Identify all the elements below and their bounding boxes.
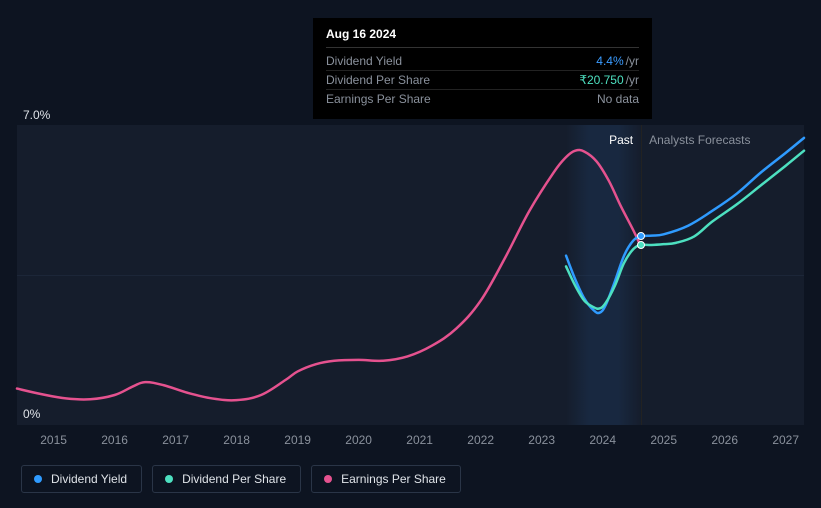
x-axis-tick: 2025 — [650, 433, 677, 447]
legend-label: Earnings Per Share — [341, 472, 446, 486]
tooltip-value: No data — [597, 92, 639, 106]
x-axis-tick: 2027 — [772, 433, 799, 447]
legend-item-earnings-per-share[interactable]: Earnings Per Share — [311, 465, 461, 493]
tooltip-date: Aug 16 2024 — [326, 27, 639, 48]
x-axis-tick: 2026 — [711, 433, 738, 447]
tooltip-label: Earnings Per Share — [326, 92, 597, 106]
tooltip-row: Dividend Per Share ₹20.750 /yr — [326, 71, 639, 90]
x-axis-tick: 2016 — [101, 433, 128, 447]
x-axis-tick: 2023 — [528, 433, 555, 447]
x-axis-tick: 2019 — [284, 433, 311, 447]
chart-tooltip: Aug 16 2024 Dividend Yield 4.4% /yr Divi… — [313, 18, 652, 119]
x-axis-tick: 2021 — [406, 433, 433, 447]
legend-dot-icon — [34, 475, 42, 483]
chart-marker — [637, 232, 645, 240]
tooltip-unit: /yr — [626, 54, 639, 68]
legend-label: Dividend Yield — [51, 472, 127, 486]
tooltip-value: ₹20.750 — [579, 73, 623, 87]
region-label-past: Past — [609, 133, 633, 147]
legend-item-dividend-yield[interactable]: Dividend Yield — [21, 465, 142, 493]
tooltip-label: Dividend Yield — [326, 54, 596, 68]
tooltip-label: Dividend Per Share — [326, 73, 579, 87]
x-axis-tick: 2020 — [345, 433, 372, 447]
chart-lines — [17, 125, 804, 425]
x-axis-tick: 2024 — [589, 433, 616, 447]
x-axis-tick: 2015 — [40, 433, 67, 447]
legend: Dividend Yield Dividend Per Share Earnin… — [21, 465, 461, 493]
tooltip-unit: /yr — [626, 73, 639, 87]
tooltip-row: Earnings Per Share No data — [326, 90, 639, 108]
x-axis-tick: 2018 — [223, 433, 250, 447]
chart-marker — [637, 241, 645, 249]
legend-dot-icon — [165, 475, 173, 483]
y-axis-min-label: 0% — [23, 407, 40, 421]
legend-dot-icon — [324, 475, 332, 483]
x-axis-tick: 2017 — [162, 433, 189, 447]
tooltip-row: Dividend Yield 4.4% /yr — [326, 52, 639, 71]
y-axis-max-label: 7.0% — [23, 108, 50, 122]
legend-item-dividend-per-share[interactable]: Dividend Per Share — [152, 465, 301, 493]
tooltip-value: 4.4% — [596, 54, 623, 68]
region-label-forecast: Analysts Forecasts — [649, 133, 750, 147]
legend-label: Dividend Per Share — [182, 472, 286, 486]
chart-plot-area[interactable] — [17, 125, 804, 425]
x-axis-tick: 2022 — [467, 433, 494, 447]
